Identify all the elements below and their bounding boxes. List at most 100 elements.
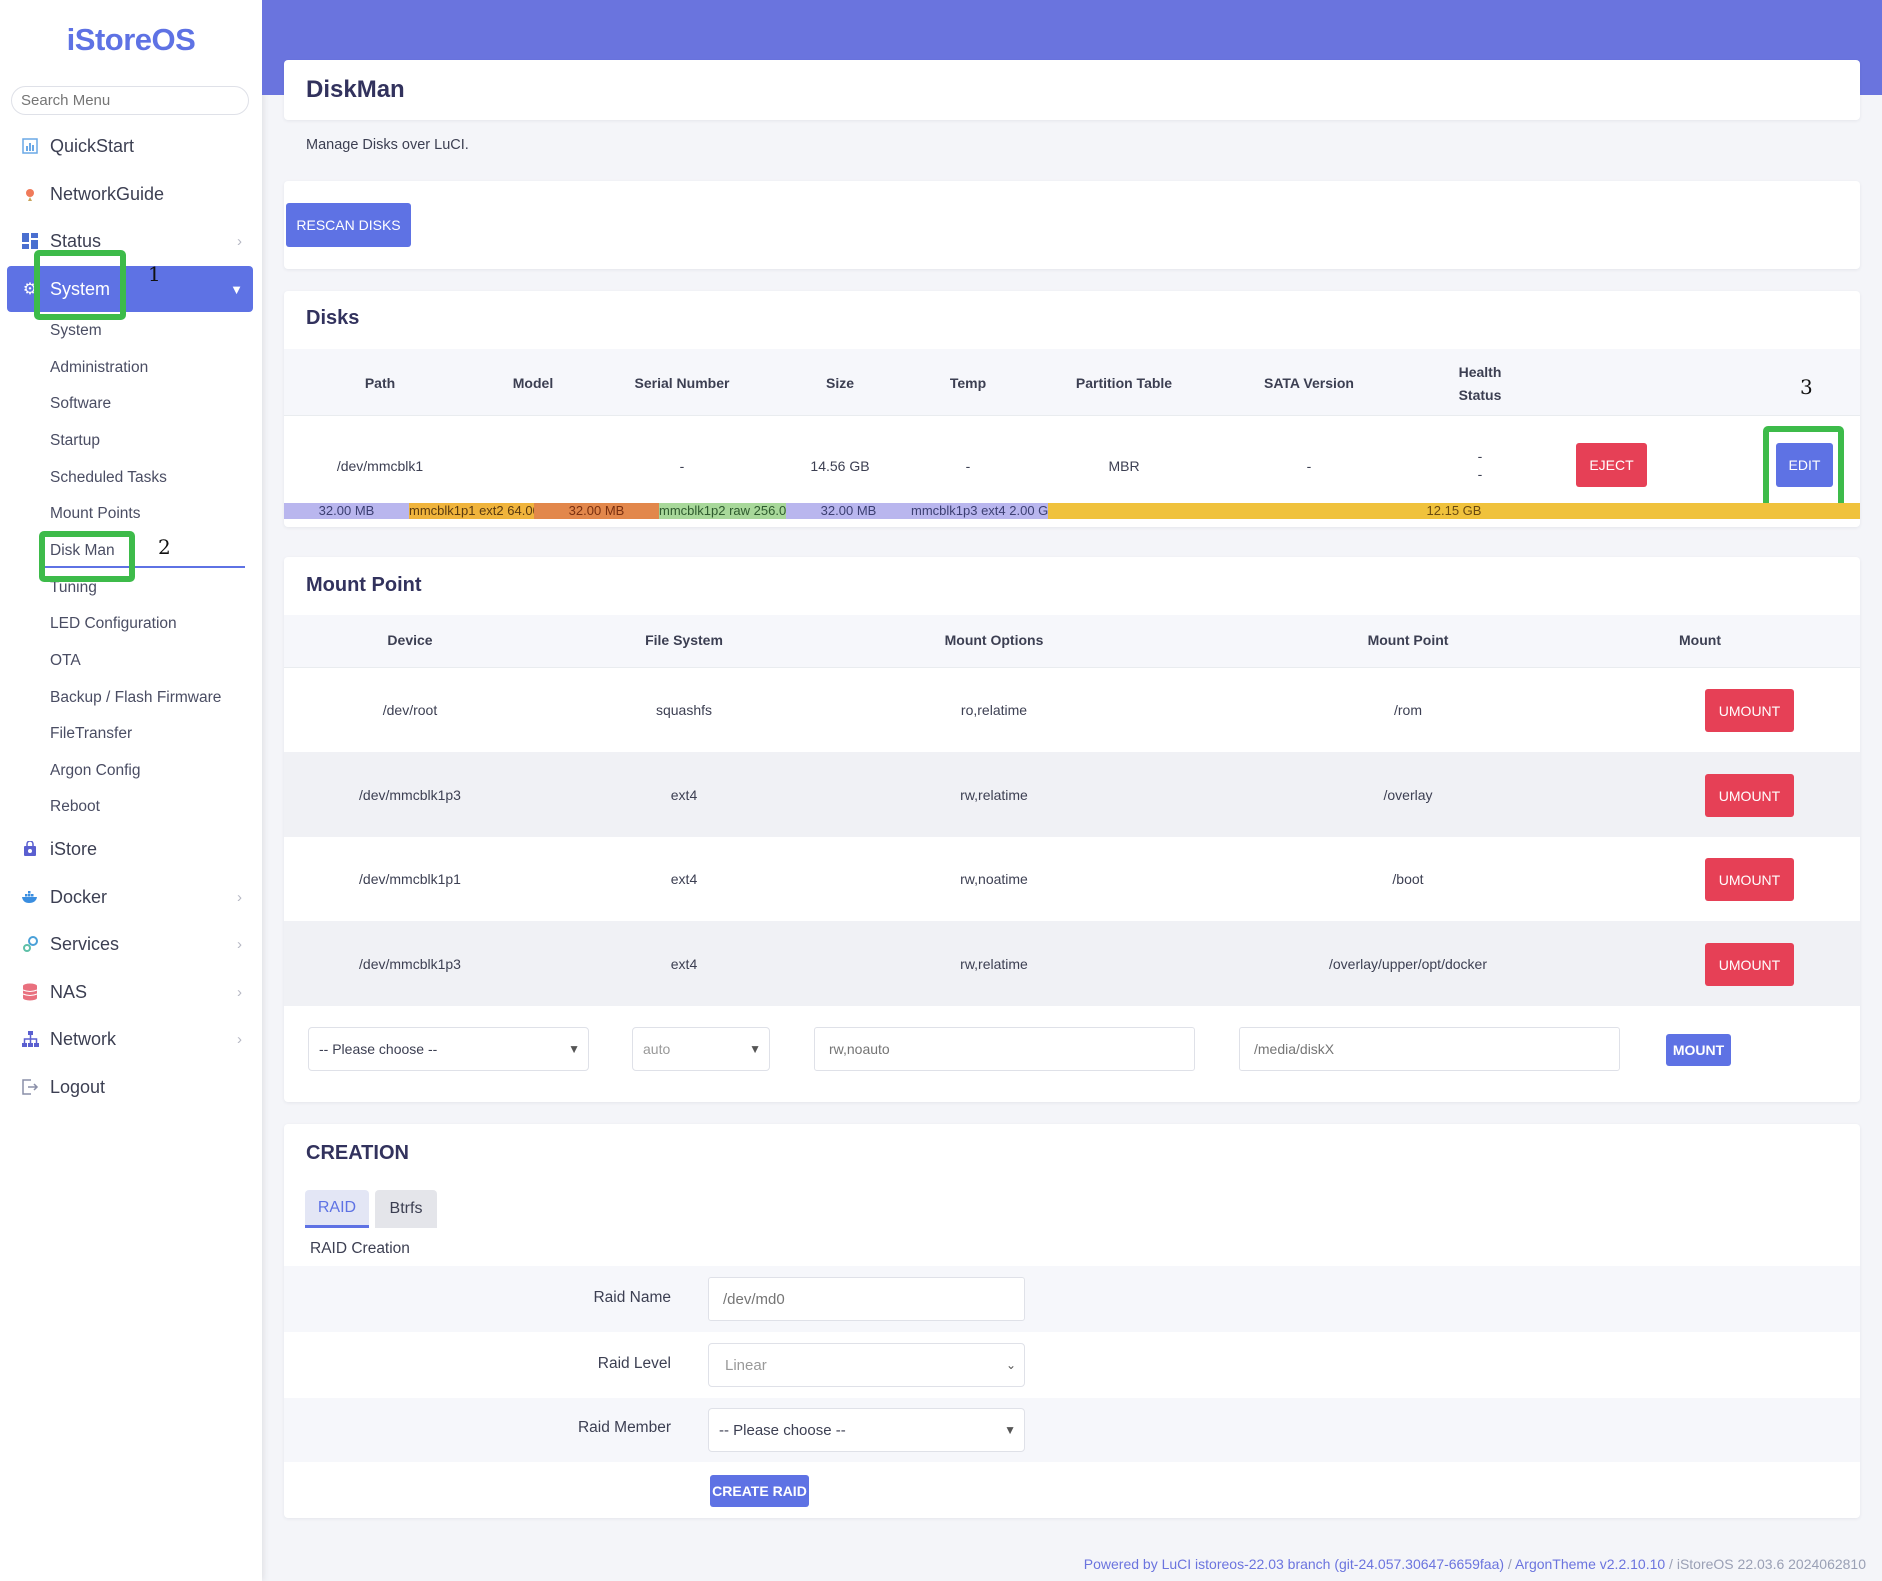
row-mount-point: /overlay/upper/opt/docker bbox=[1329, 956, 1487, 972]
search-menu-input[interactable] bbox=[11, 86, 249, 115]
raid-level-value: Linear bbox=[725, 1356, 767, 1374]
raid-member-select[interactable]: -- Please choose -- ▼ bbox=[708, 1408, 1025, 1452]
sub-disk-man[interactable]: Disk Man bbox=[50, 542, 115, 559]
row-device: /dev/mmcblk1p3 bbox=[359, 956, 461, 972]
th-sata-version: SATA Version bbox=[1264, 375, 1354, 391]
sub-argon-config[interactable]: Argon Config bbox=[50, 762, 141, 779]
th-mount: Mount bbox=[1679, 632, 1721, 648]
mount-button[interactable]: MOUNT bbox=[1666, 1034, 1731, 1066]
eject-button[interactable]: EJECT bbox=[1576, 443, 1647, 487]
partition-mmcblk1p2[interactable]: mmcblk1p2 raw 256.00 MB bbox=[659, 503, 786, 519]
umount-button[interactable]: UMOUNT bbox=[1705, 858, 1794, 901]
nav-services[interactable]: Services › bbox=[0, 922, 262, 966]
raid-level-select[interactable]: Linear ⌄ bbox=[708, 1343, 1025, 1387]
sub-system[interactable]: System bbox=[50, 322, 102, 339]
annotation-2: 2 bbox=[158, 535, 171, 559]
compass-icon bbox=[20, 184, 40, 204]
row-fs: ext4 bbox=[670, 871, 698, 887]
divider bbox=[284, 415, 1860, 416]
row-options: ro,relatime bbox=[960, 702, 1028, 718]
chevron-down-icon: ⌄ bbox=[1005, 1358, 1016, 1372]
th-temp: Temp bbox=[949, 375, 987, 391]
nav-system-label: System bbox=[50, 278, 111, 299]
nav-status-label: Status bbox=[50, 230, 102, 251]
bag-icon bbox=[20, 839, 40, 859]
dropdown-arrow-icon: ▼ bbox=[749, 1042, 761, 1056]
sub-backup-flash[interactable]: Backup / Flash Firmware bbox=[50, 689, 222, 706]
partition-free-4[interactable]: 12.15 GB bbox=[1048, 503, 1860, 519]
footer: Powered by LuCI istoreos-22.03 branch (g… bbox=[1084, 1556, 1866, 1572]
sub-filetransfer[interactable]: FileTransfer bbox=[50, 725, 133, 742]
sidebar: iStoreOS QuickStart NetworkGuide Status … bbox=[0, 0, 262, 1581]
mount-options-input[interactable] bbox=[814, 1027, 1195, 1071]
tab-raid[interactable]: RAID bbox=[305, 1190, 369, 1228]
sub-ota[interactable]: OTA bbox=[50, 652, 81, 669]
tab-btrfs[interactable]: Btrfs bbox=[375, 1190, 437, 1228]
table-row bbox=[284, 837, 1860, 921]
disks-table-header bbox=[284, 349, 1860, 415]
nav-nas[interactable]: NAS › bbox=[0, 970, 262, 1014]
sub-startup[interactable]: Startup bbox=[50, 432, 100, 449]
form-row bbox=[284, 1398, 1860, 1462]
nav-status[interactable]: Status › bbox=[0, 219, 262, 263]
disk-size: 14.56 GB bbox=[810, 458, 870, 474]
th-mount-point: Mount Point bbox=[1367, 632, 1449, 648]
nav-logout[interactable]: Logout bbox=[0, 1065, 262, 1109]
umount-button[interactable]: UMOUNT bbox=[1705, 943, 1794, 986]
nav-system[interactable]: ⚙ System ▼ bbox=[7, 266, 253, 312]
row-fs: ext4 bbox=[670, 787, 698, 803]
disk-serial: - bbox=[679, 458, 685, 474]
raid-level-label: Raid Level bbox=[597, 1355, 671, 1372]
logout-icon bbox=[20, 1077, 40, 1097]
nav-logout-label: Logout bbox=[50, 1076, 106, 1097]
device-select[interactable]: -- Please choose -- ▼ bbox=[308, 1027, 589, 1071]
footer-luci-link[interactable]: Powered by LuCI istoreos-22.03 branch (g… bbox=[1083, 1556, 1505, 1572]
nav-networkguide[interactable]: NetworkGuide bbox=[0, 172, 262, 216]
network-icon bbox=[20, 1029, 40, 1049]
partition-free-3[interactable]: 32.00 MB bbox=[786, 503, 911, 519]
create-raid-button[interactable]: CREATE RAID bbox=[710, 1475, 809, 1507]
disks-card: Disks Path Model Serial Number Size Temp… bbox=[284, 291, 1860, 527]
chevron-down-icon: ▼ bbox=[230, 281, 243, 297]
raid-name-input[interactable] bbox=[708, 1277, 1025, 1321]
row-options: rw,noatime bbox=[960, 871, 1028, 887]
nav-docker[interactable]: Docker › bbox=[0, 875, 262, 919]
filesystem-select[interactable]: auto ▼ bbox=[632, 1027, 770, 1071]
nav-istore[interactable]: iStore bbox=[0, 827, 262, 871]
partition-mmcblk1p1[interactable]: mmcblk1p1 ext2 64.00 MB bbox=[409, 503, 534, 519]
partition-free-1[interactable]: 32.00 MB bbox=[284, 503, 409, 519]
sub-software[interactable]: Software bbox=[50, 395, 112, 412]
th-file-system: File System bbox=[645, 632, 723, 648]
disk-partition-table: MBR bbox=[1108, 458, 1140, 474]
umount-button[interactable]: UMOUNT bbox=[1705, 774, 1794, 817]
highlight-box-system bbox=[34, 250, 126, 320]
sub-mount-points[interactable]: Mount Points bbox=[50, 505, 141, 522]
footer-theme-link[interactable]: ArgonTheme v2.2.10.10 bbox=[1514, 1556, 1666, 1572]
sub-administration[interactable]: Administration bbox=[50, 359, 149, 376]
gears-icon bbox=[20, 934, 40, 954]
annotation-3: 3 bbox=[1800, 375, 1813, 399]
th-health: Health bbox=[1458, 364, 1502, 380]
gear-icon: ⚙ bbox=[22, 281, 38, 298]
page-description: Manage Disks over LuCI. bbox=[306, 137, 469, 153]
chart-icon bbox=[20, 136, 40, 156]
row-fs: squashfs bbox=[655, 702, 713, 718]
nav-quickstart[interactable]: QuickStart bbox=[0, 124, 262, 168]
umount-button[interactable]: UMOUNT bbox=[1705, 689, 1794, 732]
partition-mmcblk1p3[interactable]: mmcblk1p3 ext4 2.00 GB bbox=[911, 503, 1048, 519]
nav-network-label: Network bbox=[50, 1028, 117, 1049]
mount-point-input[interactable] bbox=[1239, 1027, 1620, 1071]
device-select-value: -- Please choose -- bbox=[319, 1041, 438, 1057]
edit-button[interactable]: EDIT bbox=[1776, 443, 1833, 487]
sub-scheduled-tasks[interactable]: Scheduled Tasks bbox=[50, 469, 167, 486]
rescan-disks-button[interactable]: RESCAN DISKS bbox=[286, 203, 411, 247]
nav-network[interactable]: Network › bbox=[0, 1017, 262, 1061]
sub-tuning[interactable]: Tuning bbox=[50, 579, 97, 596]
dashboard-icon bbox=[20, 231, 40, 251]
partition-bar: 32.00 MB mmcblk1p1 ext2 64.00 MB 32.00 M… bbox=[284, 503, 1860, 519]
table-row bbox=[284, 921, 1860, 1006]
sub-led-configuration[interactable]: LED Configuration bbox=[50, 615, 177, 632]
partition-free-2[interactable]: 32.00 MB bbox=[534, 503, 659, 519]
sub-reboot[interactable]: Reboot bbox=[50, 798, 100, 815]
chevron-right-icon: › bbox=[237, 232, 242, 250]
